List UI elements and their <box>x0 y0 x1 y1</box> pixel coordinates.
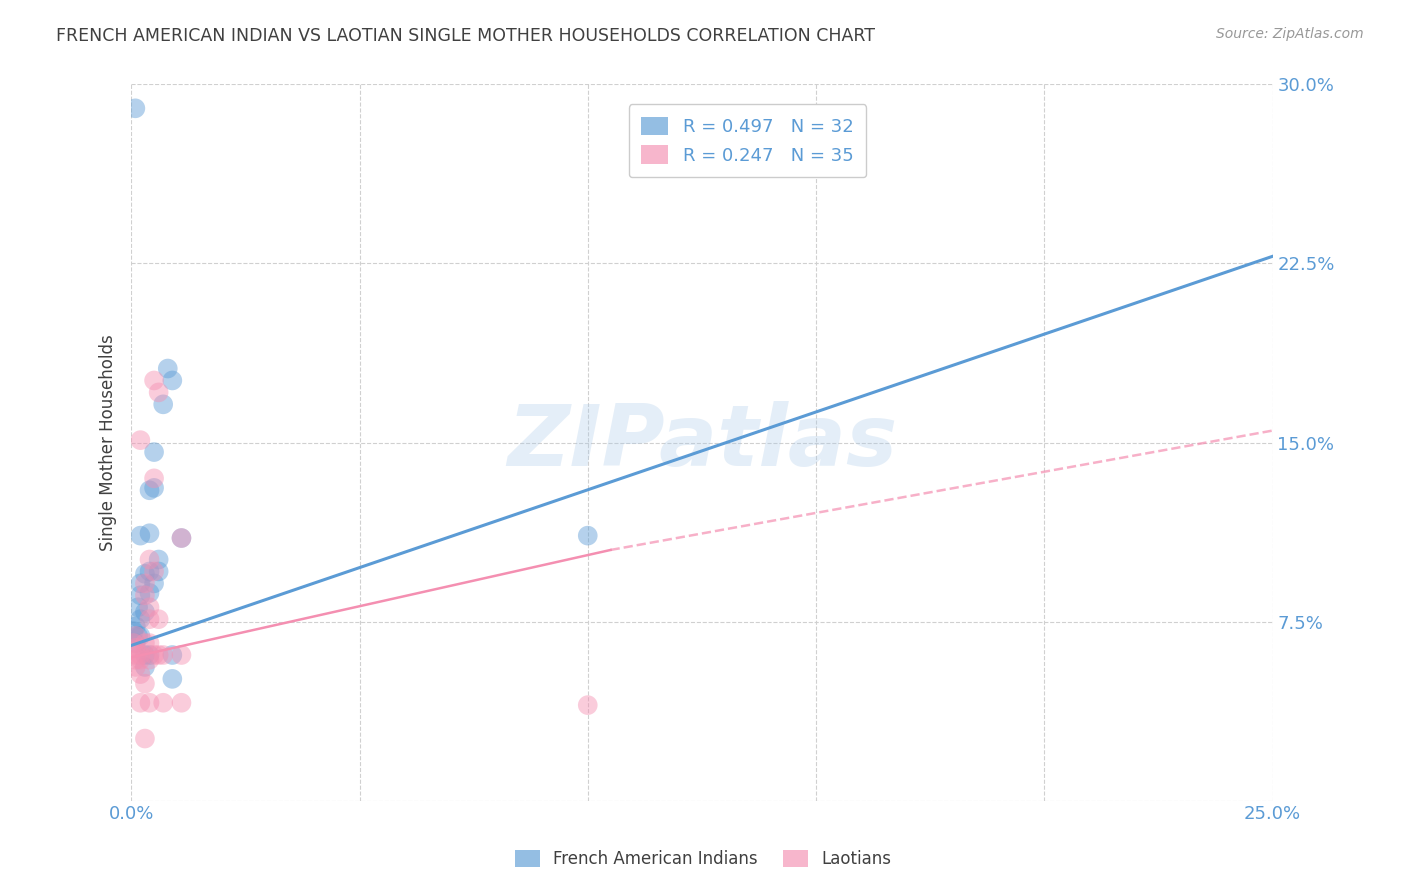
Point <box>129 667 152 681</box>
Point <box>134 636 156 650</box>
Point <box>162 374 184 388</box>
Point <box>576 698 599 713</box>
Point <box>138 600 160 615</box>
Point <box>138 648 160 662</box>
Point <box>152 397 174 411</box>
Point <box>125 619 148 633</box>
Point <box>148 385 170 400</box>
Point <box>170 531 193 545</box>
Point <box>129 433 152 447</box>
Text: FRENCH AMERICAN INDIAN VS LAOTIAN SINGLE MOTHER HOUSEHOLDS CORRELATION CHART: FRENCH AMERICAN INDIAN VS LAOTIAN SINGLE… <box>56 27 876 45</box>
Point <box>138 612 160 626</box>
Point <box>143 471 166 485</box>
Legend: R = 0.497   N = 32, R = 0.247   N = 35: R = 0.497 N = 32, R = 0.247 N = 35 <box>628 104 866 178</box>
Point <box>125 636 148 650</box>
Point <box>143 374 166 388</box>
Point <box>143 565 166 579</box>
Y-axis label: Single Mother Households: Single Mother Households <box>100 334 117 551</box>
Point <box>162 672 184 686</box>
Legend: French American Indians, Laotians: French American Indians, Laotians <box>508 843 898 875</box>
Point <box>148 552 170 566</box>
Point <box>156 361 179 376</box>
Point <box>125 653 148 667</box>
Point <box>148 612 170 626</box>
Point <box>125 629 148 643</box>
Point <box>138 636 160 650</box>
Point <box>134 676 156 690</box>
Point <box>134 566 156 581</box>
Point <box>134 731 156 746</box>
Point <box>134 605 156 619</box>
Point <box>138 483 160 498</box>
Point <box>143 648 166 662</box>
Point <box>122 636 145 650</box>
Point <box>129 612 152 626</box>
Point <box>143 481 166 495</box>
Point <box>143 576 166 591</box>
Point <box>134 660 156 674</box>
Point <box>127 600 149 615</box>
Point <box>138 696 160 710</box>
Point <box>143 445 166 459</box>
Point <box>129 588 152 602</box>
Text: ZIPatlas: ZIPatlas <box>506 401 897 484</box>
Point <box>129 696 152 710</box>
Point <box>170 648 193 662</box>
Point <box>148 648 170 662</box>
Point <box>138 526 160 541</box>
Point <box>122 624 145 639</box>
Point <box>134 588 156 602</box>
Point <box>138 552 160 566</box>
Point <box>124 101 146 115</box>
Point <box>148 565 170 579</box>
Point <box>129 653 152 667</box>
Point <box>138 653 160 667</box>
Point <box>125 648 148 662</box>
Point <box>170 531 193 545</box>
Point <box>127 629 149 643</box>
Point <box>129 528 152 542</box>
Point <box>125 660 148 674</box>
Point <box>134 576 156 591</box>
Point <box>129 576 152 591</box>
Point <box>129 648 152 662</box>
Point <box>170 696 193 710</box>
Text: Source: ZipAtlas.com: Source: ZipAtlas.com <box>1216 27 1364 41</box>
Point <box>138 586 160 600</box>
Point <box>162 648 184 662</box>
Point <box>129 629 152 643</box>
Point <box>152 648 174 662</box>
Point <box>152 696 174 710</box>
Point <box>134 648 156 662</box>
Point <box>576 528 599 542</box>
Point <box>125 640 148 655</box>
Point <box>138 565 160 579</box>
